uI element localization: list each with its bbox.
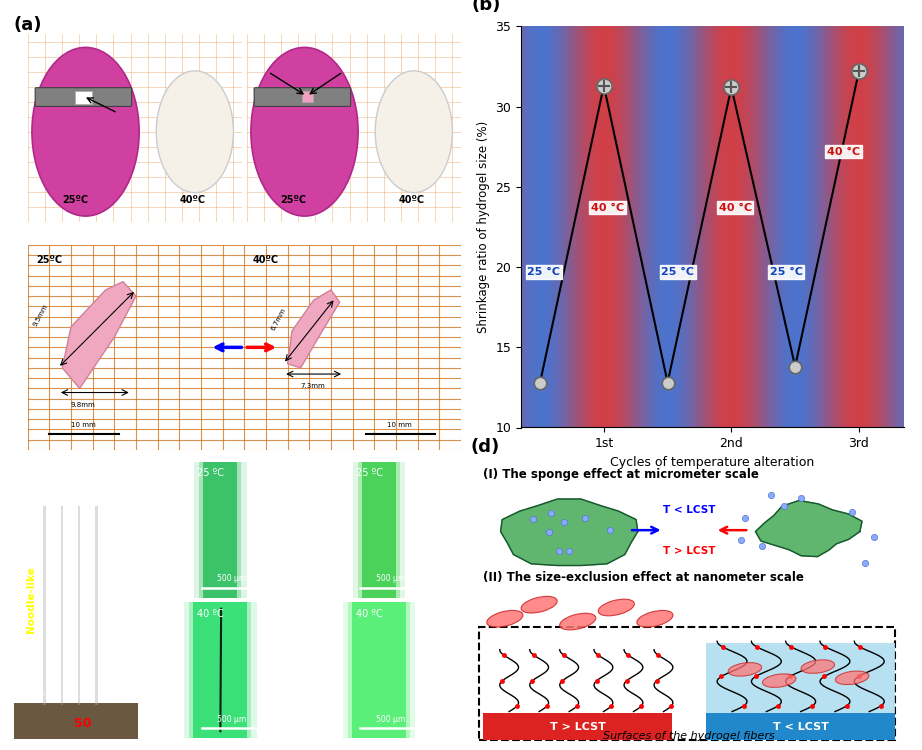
Text: (I) The sponge effect at micrometer scale: (I) The sponge effect at micrometer scal…: [483, 468, 760, 482]
Text: (c-iii): (c-iii): [308, 469, 335, 478]
Ellipse shape: [487, 610, 523, 627]
Text: 25ºC: 25ºC: [62, 195, 88, 205]
Text: 7.3mm: 7.3mm: [301, 383, 325, 389]
Polygon shape: [63, 282, 136, 388]
Text: (c-iv): (c-iv): [149, 609, 175, 618]
Bar: [358, 461, 400, 598]
Text: 25 ºC: 25 ºC: [197, 469, 224, 478]
Text: 50: 50: [74, 717, 91, 730]
Text: 25 °C: 25 °C: [527, 267, 561, 277]
Bar: [61, 506, 63, 706]
Text: T > LCST: T > LCST: [663, 546, 715, 556]
Text: 40ºC: 40ºC: [180, 195, 206, 205]
Text: 500 μm: 500 μm: [376, 715, 405, 724]
Text: T < LCST: T < LCST: [773, 722, 829, 732]
X-axis label: Cycles of temperature alteration: Cycles of temperature alteration: [610, 456, 814, 469]
Bar: [78, 506, 89, 706]
Bar: [362, 461, 396, 598]
Text: (II) The size-exclusion effect at nanometer scale: (II) The size-exclusion effect at nanome…: [483, 571, 804, 584]
Text: 10 mm: 10 mm: [387, 422, 412, 428]
Ellipse shape: [375, 70, 453, 193]
Bar: [43, 506, 45, 706]
Y-axis label: Shrinkage ratio of hydrogel size (%): Shrinkage ratio of hydrogel size (%): [477, 121, 490, 333]
Text: 40ºC: 40ºC: [253, 255, 279, 265]
Text: T > LCST: T > LCST: [550, 722, 606, 732]
Ellipse shape: [521, 596, 557, 613]
Text: 25 °C: 25 °C: [661, 267, 694, 277]
Text: 500 μm: 500 μm: [218, 574, 246, 584]
Bar: [78, 506, 80, 706]
Text: 40 °C: 40 °C: [591, 202, 624, 213]
Text: 40 °C: 40 °C: [718, 202, 751, 213]
Bar: [352, 461, 406, 598]
Text: 9.8mm: 9.8mm: [71, 402, 96, 408]
Bar: [199, 461, 242, 598]
Text: 25ºC: 25ºC: [36, 255, 63, 265]
Bar: [189, 602, 252, 738]
Polygon shape: [288, 290, 339, 368]
Ellipse shape: [598, 599, 634, 616]
Ellipse shape: [801, 660, 834, 674]
Text: 500 μm: 500 μm: [218, 715, 246, 724]
Ellipse shape: [251, 47, 358, 216]
Ellipse shape: [762, 674, 796, 688]
Text: D=500 μm: D=500 μm: [32, 688, 74, 698]
Text: Surfaces of the hydrogel fibers: Surfaces of the hydrogel fibers: [603, 731, 775, 741]
Text: (d): (d): [470, 438, 500, 456]
Text: 40 ºC: 40 ºC: [197, 609, 224, 619]
Bar: [95, 506, 107, 706]
Ellipse shape: [560, 614, 596, 630]
Bar: [343, 602, 415, 738]
Text: T < LCST: T < LCST: [663, 505, 715, 515]
Bar: [61, 506, 72, 706]
Text: 40 ºC: 40 ºC: [356, 609, 383, 619]
Bar: [706, 713, 895, 740]
Text: 500 μm: 500 μm: [376, 574, 405, 584]
Bar: [352, 602, 406, 738]
Ellipse shape: [32, 47, 139, 216]
Bar: [14, 703, 138, 739]
FancyBboxPatch shape: [254, 88, 350, 106]
Text: (b): (b): [471, 0, 501, 14]
Bar: [184, 602, 256, 738]
Ellipse shape: [835, 671, 869, 685]
Ellipse shape: [637, 610, 673, 627]
Text: 6.7mm: 6.7mm: [270, 308, 288, 332]
Bar: [483, 713, 672, 740]
Bar: [194, 602, 247, 738]
FancyBboxPatch shape: [479, 627, 895, 740]
Bar: [95, 506, 98, 706]
Text: (c-i): (c-i): [18, 470, 40, 478]
Text: Noodle-like: Noodle-like: [26, 566, 36, 634]
Bar: [194, 461, 247, 598]
Bar: [706, 643, 895, 713]
Bar: [75, 91, 92, 104]
Text: 25ºC: 25ºC: [280, 195, 307, 205]
Text: 9.5mm: 9.5mm: [32, 303, 49, 328]
Polygon shape: [755, 500, 862, 556]
Bar: [204, 461, 237, 598]
Text: (a): (a): [14, 16, 42, 34]
Bar: [43, 506, 54, 706]
Polygon shape: [501, 499, 638, 566]
Bar: [302, 91, 313, 102]
Text: 25 ºC: 25 ºC: [356, 469, 383, 478]
Text: 40 °C: 40 °C: [827, 147, 860, 157]
Text: 25 °C: 25 °C: [770, 267, 803, 277]
Text: 10 mm: 10 mm: [71, 422, 96, 428]
FancyBboxPatch shape: [35, 88, 132, 106]
Text: (c-ii): (c-ii): [149, 469, 172, 478]
Text: 40ºC: 40ºC: [398, 195, 425, 205]
Ellipse shape: [728, 662, 762, 676]
Text: (c-v): (c-v): [308, 609, 331, 618]
Bar: [348, 602, 410, 738]
Ellipse shape: [156, 70, 233, 193]
